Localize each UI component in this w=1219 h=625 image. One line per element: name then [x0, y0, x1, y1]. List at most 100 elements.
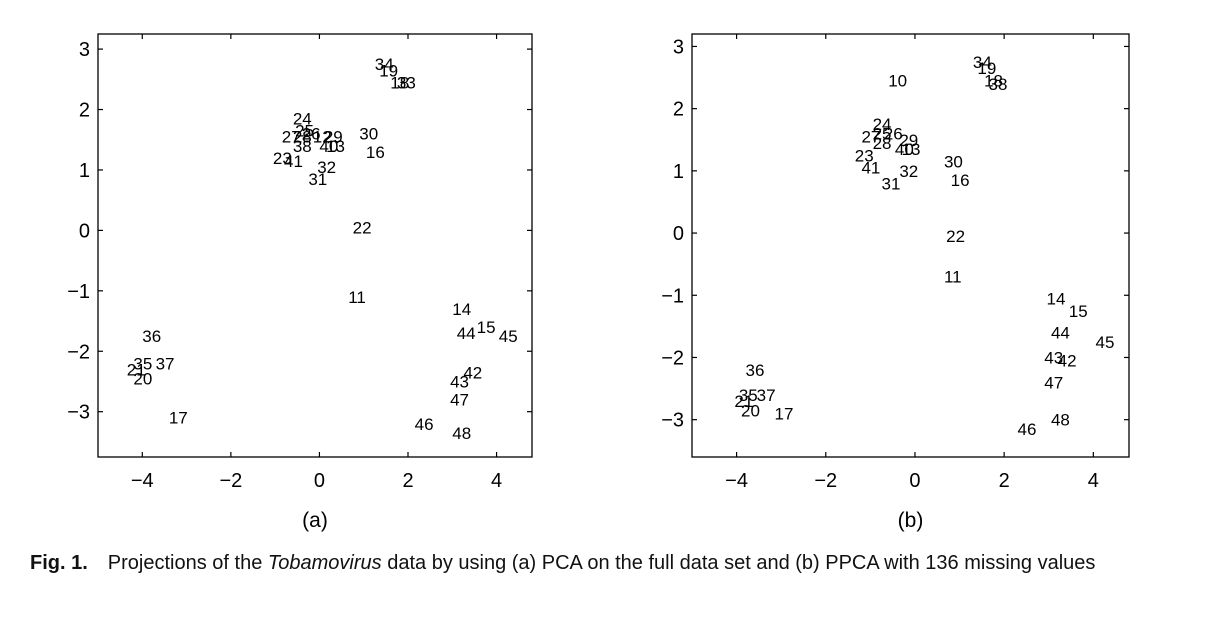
data-point-label: 15	[477, 318, 496, 337]
x-tick-label: 0	[909, 470, 920, 492]
data-point-label: 19	[977, 59, 996, 78]
data-point-label: 40	[895, 140, 914, 159]
data-point-label: 13	[326, 137, 345, 156]
data-point-label: 38	[293, 137, 312, 156]
y-tick-label: 3	[79, 39, 90, 61]
data-point-label: 16	[951, 171, 970, 190]
data-point-label: 19	[379, 61, 398, 80]
data-point-label: 43	[450, 372, 469, 391]
data-point-label: 40	[319, 137, 338, 156]
data-point-label: 48	[1051, 411, 1070, 430]
data-point-label: 29	[899, 131, 918, 150]
data-point-label: 34	[973, 53, 992, 72]
data-point-label: 16	[366, 143, 385, 162]
y-tick-label: −2	[67, 341, 90, 363]
data-point-label: 14	[1047, 289, 1066, 308]
data-point-label: 27	[861, 128, 880, 147]
data-point-label: 47	[450, 391, 469, 410]
data-point-label: 15	[1069, 302, 1088, 321]
data-point-label: 31	[882, 174, 901, 193]
x-tick-label: −4	[725, 470, 748, 492]
x-tick-label: −2	[219, 470, 242, 492]
data-point-label: 18	[984, 72, 1003, 91]
plot-frame	[97, 33, 533, 458]
data-point-label: 22	[946, 227, 965, 246]
data-point-label: 10	[888, 72, 907, 91]
data-point-label: 37	[757, 386, 776, 405]
data-point-label: 44	[457, 324, 476, 343]
x-tick-label: 2	[402, 470, 413, 492]
x-tick-label: −4	[131, 470, 154, 492]
data-point-label: 24	[873, 115, 892, 134]
data-point-label: 28	[873, 134, 892, 153]
caption-text-after: data by using (a) PCA on the full data s…	[381, 552, 1096, 574]
caption-text-italic: Tobamovirus	[267, 552, 382, 574]
data-point-label: 32	[899, 162, 918, 181]
data-point-label: 38	[989, 75, 1008, 94]
y-tick-label: −2	[661, 347, 684, 369]
x-tick-label: −2	[814, 470, 837, 492]
data-point-label: 32	[317, 158, 336, 177]
data-point-label: 45	[499, 327, 518, 346]
y-tick-label: 1	[673, 161, 684, 183]
data-point-label: 23	[273, 149, 292, 168]
data-point-label: 14	[452, 300, 471, 319]
data-point-label: 20	[741, 401, 760, 420]
y-tick-label: −1	[661, 285, 684, 307]
data-point-label: 44	[1051, 324, 1070, 343]
data-point-label: 46	[1018, 420, 1037, 439]
y-tick-label: 2	[673, 99, 684, 121]
y-tick-label: 1	[79, 160, 90, 182]
data-point-label: 24	[293, 110, 312, 129]
data-point-label: 34	[375, 55, 394, 74]
x-tick-label: 0	[314, 470, 325, 492]
panel-label: (a)	[302, 509, 328, 532]
data-point-label: 35	[739, 386, 758, 405]
plot-frame	[691, 33, 1130, 458]
data-point-label: 27	[282, 128, 301, 147]
data-point-label: 21	[127, 360, 146, 379]
data-point-label: 22	[353, 218, 372, 237]
figure-caption: Fig. 1. Projections of the Tobamovirus da…	[30, 551, 1200, 576]
data-point-label: 21	[734, 392, 753, 411]
data-point-label: 13	[902, 140, 921, 159]
data-point-label: 33	[397, 73, 416, 92]
x-tick-label: 2	[999, 470, 1010, 492]
data-point-label: 17	[774, 404, 793, 423]
x-tick-label: 4	[491, 470, 502, 492]
data-point-label: 30	[359, 125, 378, 144]
y-tick-label: 3	[673, 36, 684, 58]
data-point-label: 47	[1044, 373, 1063, 392]
data-point-label: 29	[324, 128, 343, 147]
data-point-label: 42	[463, 363, 482, 382]
data-point-label: 35	[133, 354, 152, 373]
x-tick-label: 4	[1088, 470, 1099, 492]
data-point-label: 28	[293, 128, 312, 147]
data-point-label: 42	[1058, 352, 1077, 371]
data-point-label: 31	[308, 170, 327, 189]
data-point-label: 46	[415, 415, 434, 434]
data-point-label: 37	[156, 354, 175, 373]
y-tick-label: −3	[661, 410, 684, 432]
data-point-label: 30	[944, 153, 963, 172]
data-point-label: 17	[169, 409, 188, 428]
y-tick-label: 0	[673, 223, 684, 245]
data-point-label: 41	[861, 159, 880, 178]
y-tick-label: 2	[79, 100, 90, 122]
data-point-label: 20	[133, 369, 152, 388]
data-point-label: 36	[142, 327, 161, 346]
y-tick-label: 0	[79, 220, 90, 242]
panel-label: (b)	[898, 509, 924, 532]
data-point-label: 36	[746, 361, 765, 380]
data-point-label: 25	[873, 125, 892, 144]
data-point-label: 41	[284, 152, 303, 171]
data-point-label: 26	[302, 125, 321, 144]
data-point-label: 25	[295, 122, 314, 141]
data-point-label: 23	[855, 146, 874, 165]
caption-text-before: Projections of the	[107, 552, 268, 574]
data-point-label: 11	[944, 268, 962, 287]
data-point-label: 18	[390, 73, 409, 92]
